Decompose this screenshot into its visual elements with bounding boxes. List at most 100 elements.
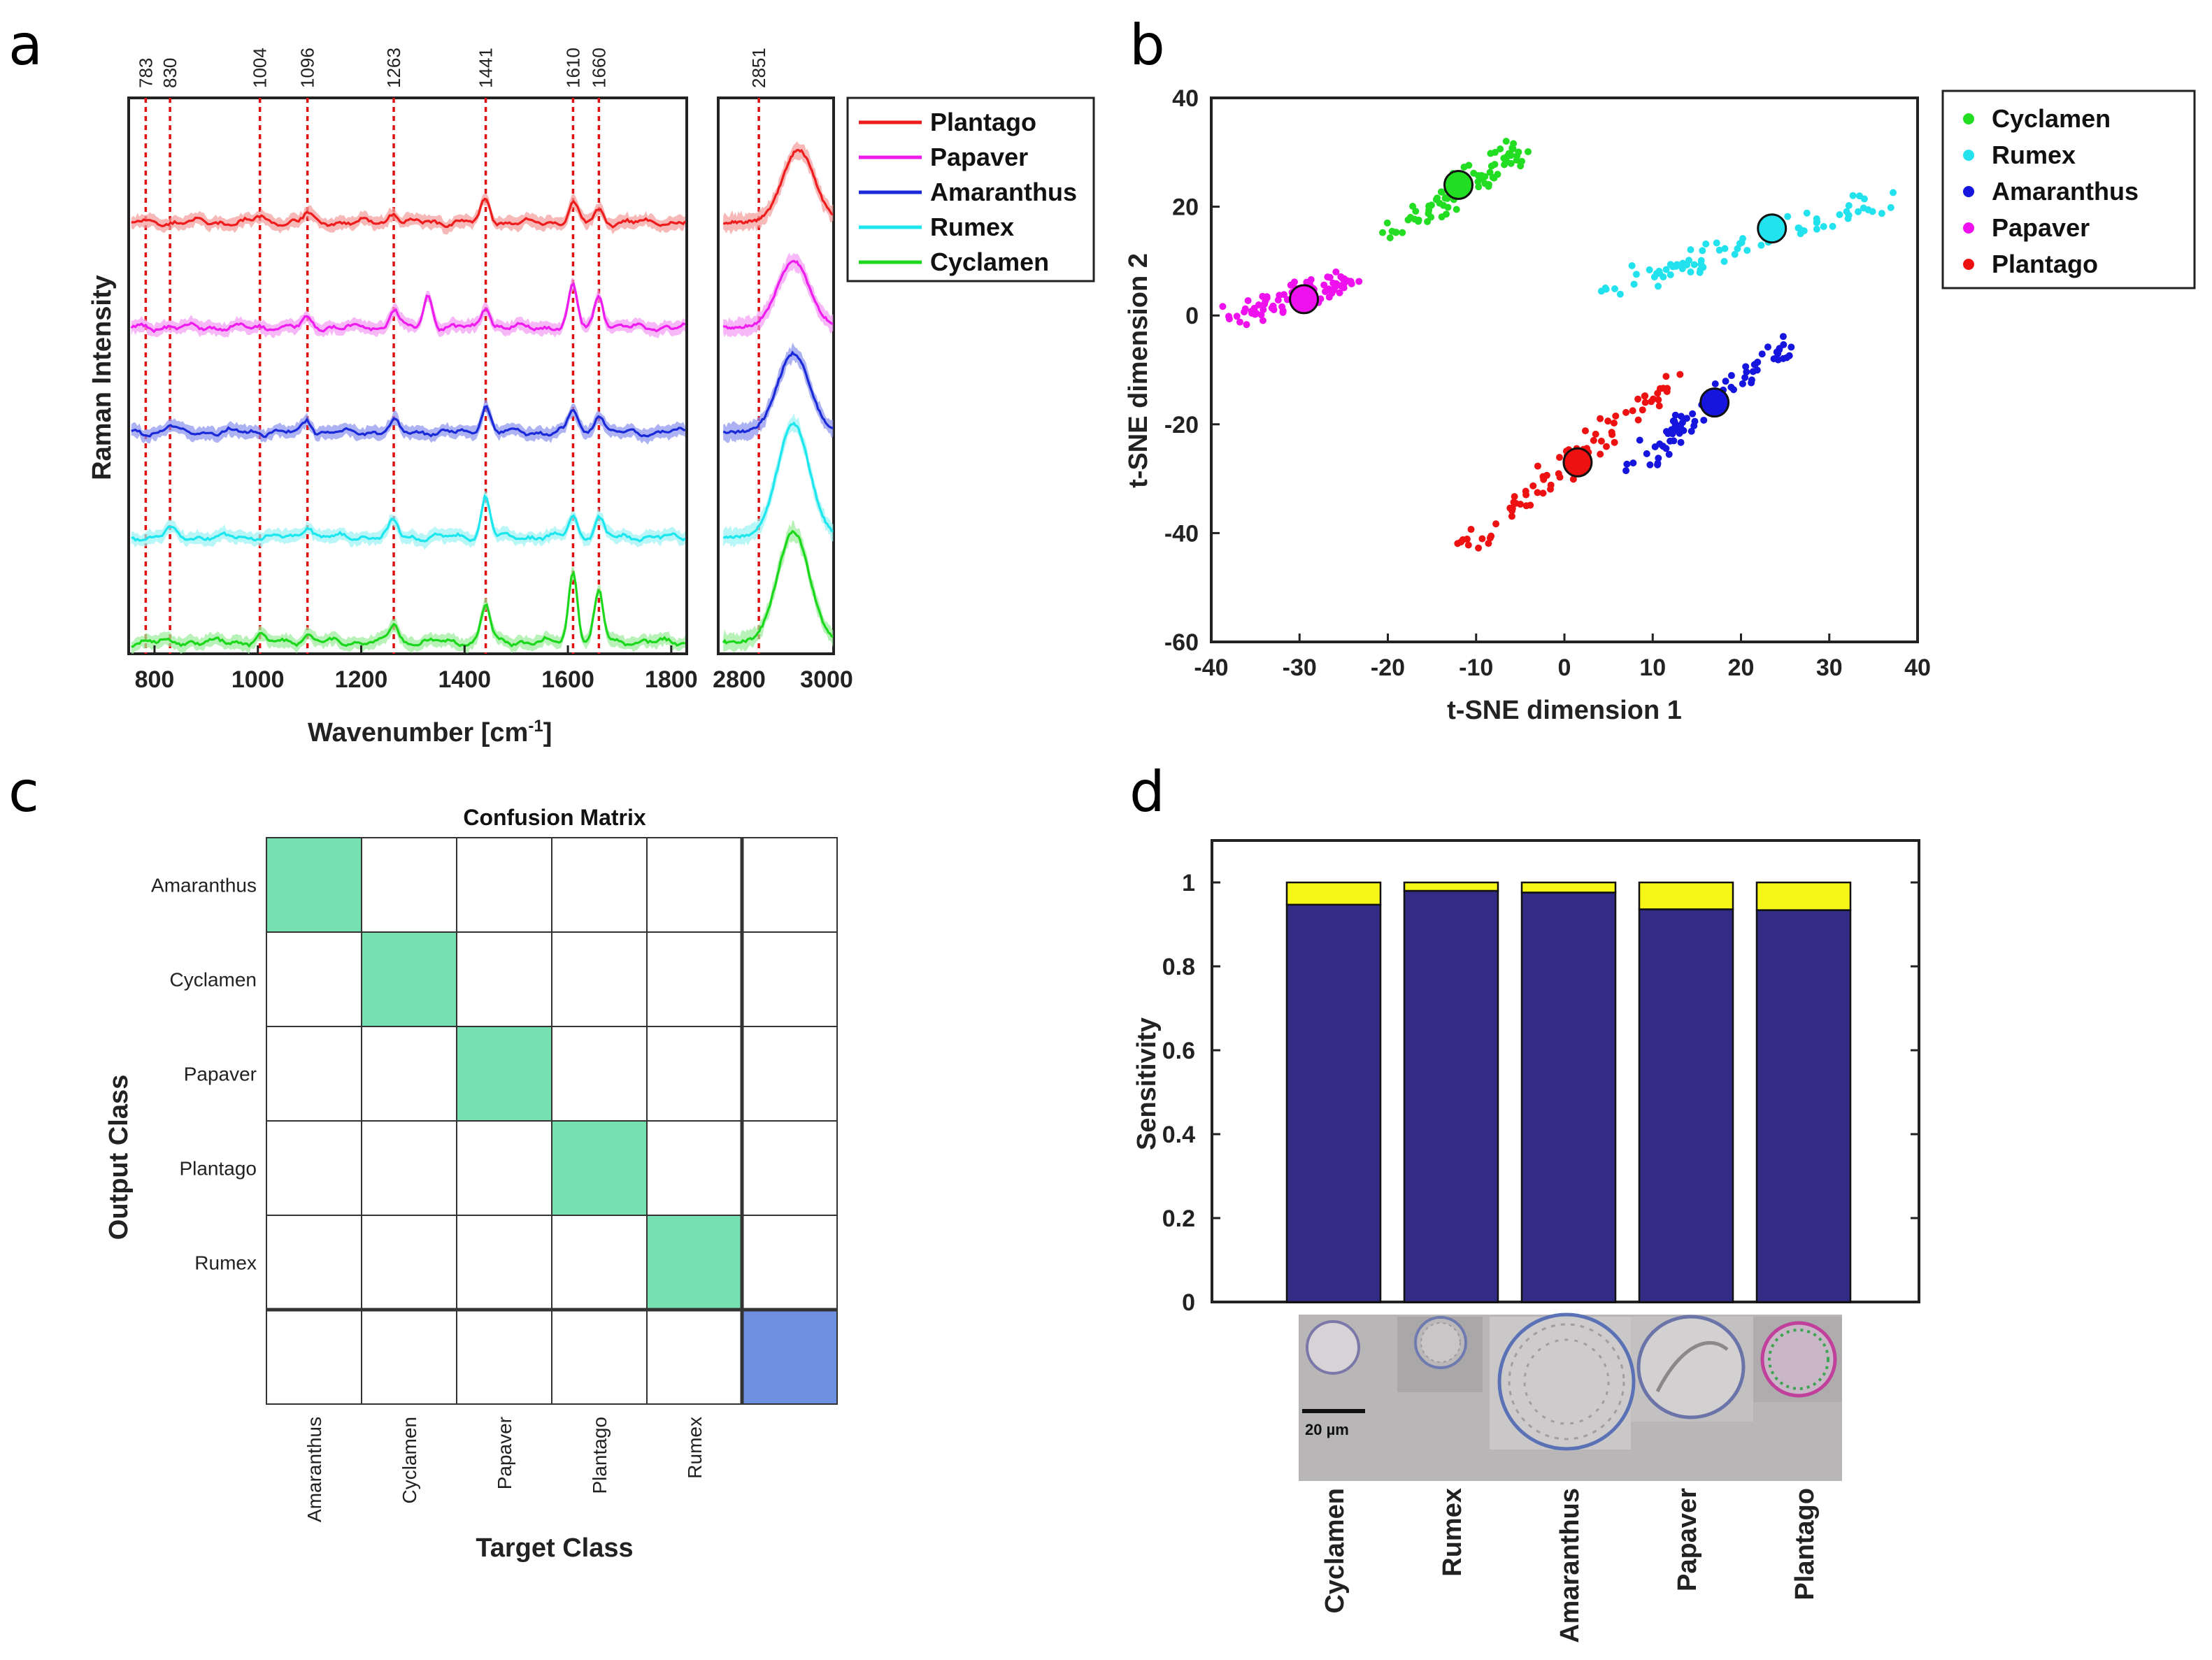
scatter-point [1860, 195, 1868, 203]
scatter-point [1225, 315, 1233, 323]
matrix-cell [361, 837, 457, 933]
scatter-point [1412, 208, 1420, 215]
spectrum-line [722, 259, 834, 330]
scatter-point [1758, 350, 1766, 358]
scatter-point [1646, 461, 1654, 468]
matrix-cell [741, 837, 838, 933]
scatter-point [1654, 459, 1662, 467]
scatter-point [1492, 520, 1500, 528]
matrix-cell [456, 1309, 552, 1405]
row-class-label: Rumex [194, 1252, 257, 1274]
tsne-y-axis-label: t-SNE dimension 2 [1124, 253, 1153, 488]
scatter-point [1813, 218, 1821, 226]
scatter-point [1697, 260, 1705, 268]
scatter-point [1427, 201, 1435, 209]
scatter-point [1251, 310, 1259, 318]
x-tick-label: 40 [1904, 654, 1931, 681]
scatter-point [1770, 355, 1778, 363]
x-tick-label: -40 [1194, 654, 1228, 681]
scatter-point [1524, 148, 1532, 155]
scatter-point [1522, 491, 1530, 499]
matrix-cell [741, 1120, 838, 1216]
scatter-point [1597, 415, 1604, 422]
scatter-point [1539, 489, 1547, 497]
legend-swatch [1963, 186, 1974, 197]
matrix-cell [361, 1215, 457, 1310]
matrix-cell [266, 1309, 362, 1405]
scatter-point [1432, 196, 1440, 203]
legend-label: Rumex [1992, 141, 2076, 169]
amaranthus-pollen-texture [1508, 1323, 1625, 1440]
x-tick-label: 1600 [541, 666, 594, 693]
tsne-x-axis-label: t-SNE dimension 1 [1447, 696, 1682, 725]
scatter-point [1453, 206, 1460, 213]
scatter-point [1540, 475, 1548, 483]
legend-label: Cyclamen [930, 248, 1049, 276]
matrix-cell [456, 1215, 552, 1310]
legend-swatch [1963, 113, 1974, 124]
scatter-point [1655, 402, 1663, 410]
tsne-frame [1210, 96, 1919, 643]
matrix-cell [741, 931, 838, 1027]
scatter-point [1639, 406, 1646, 414]
legend-label: Plantago [1992, 250, 2098, 278]
y-tick-label: 0.2 [1162, 1205, 1195, 1232]
scatter-point [1803, 209, 1811, 217]
scatter-point [1655, 455, 1662, 462]
scatter-point [1794, 224, 1802, 232]
scatter-point [1324, 273, 1332, 281]
panel-label-c: c [8, 759, 39, 824]
col-class-label: Amaranthus [304, 1417, 325, 1522]
scatter-point [1689, 410, 1697, 417]
scatter-point [1592, 430, 1599, 438]
scatter-point [1845, 201, 1853, 209]
spectrum-line [130, 282, 686, 334]
panel-label-d: d [1129, 759, 1165, 824]
confusion-matrix-title: Confusion Matrix [463, 805, 646, 830]
y-tick-label: -20 [1164, 412, 1199, 438]
scatter-point [1629, 459, 1637, 467]
scatter-point [1510, 140, 1518, 148]
scatter-point [1505, 150, 1513, 157]
scatter-point [1678, 419, 1686, 427]
spectrum-band [723, 520, 834, 653]
pollen-micrograph-strip: 20 µm [1299, 1312, 1842, 1481]
scatter-point [1581, 427, 1589, 435]
col-class-label: Rumex [684, 1417, 706, 1479]
scatter-point [1679, 259, 1687, 267]
scatter-point [1632, 271, 1640, 278]
scatter-point [1739, 380, 1746, 387]
scatter-point [1843, 208, 1850, 215]
legend-label: Papaver [930, 143, 1028, 171]
scatter-point [1664, 385, 1671, 392]
legend-label: Papaver [1992, 213, 2090, 242]
spectra-x-axis-label: Wavenumber [cm-1] [308, 717, 552, 747]
spectra-y-axis-label: Raman Intensity [87, 275, 117, 480]
x-tick-label: 2800 [713, 666, 766, 693]
category-label: Amaranthus [1555, 1488, 1585, 1643]
scatter-point [1711, 380, 1719, 387]
scatter-point [1720, 257, 1728, 265]
matrix-cell [551, 931, 648, 1027]
scatter-point [1662, 266, 1670, 273]
peak-label: 1660 [588, 48, 609, 88]
x-tick-label: 1400 [438, 666, 491, 693]
scatter-point [1497, 145, 1504, 152]
legend-label: Cyclamen [1992, 104, 2111, 133]
sensitivity-y-axis-label: Sensitivity [1132, 1017, 1162, 1150]
scatter-point [1425, 210, 1432, 217]
scatter-point [1779, 355, 1787, 362]
target-class-label: Target Class [476, 1533, 633, 1563]
peak-label: 830 [159, 58, 180, 88]
scatter-point [1776, 346, 1783, 354]
scatter-point [1241, 308, 1248, 316]
y-tick-label: 40 [1172, 85, 1199, 112]
amaranthus-pollen-grain [1497, 1312, 1636, 1451]
bar-correct [1520, 892, 1617, 1303]
scatter-point [1813, 225, 1820, 233]
scatter-point [1742, 363, 1750, 371]
spectrum-band [723, 343, 834, 443]
scatter-point [1467, 526, 1475, 534]
scatter-point [1788, 343, 1795, 351]
output-class-label: Output Class [104, 1075, 134, 1240]
